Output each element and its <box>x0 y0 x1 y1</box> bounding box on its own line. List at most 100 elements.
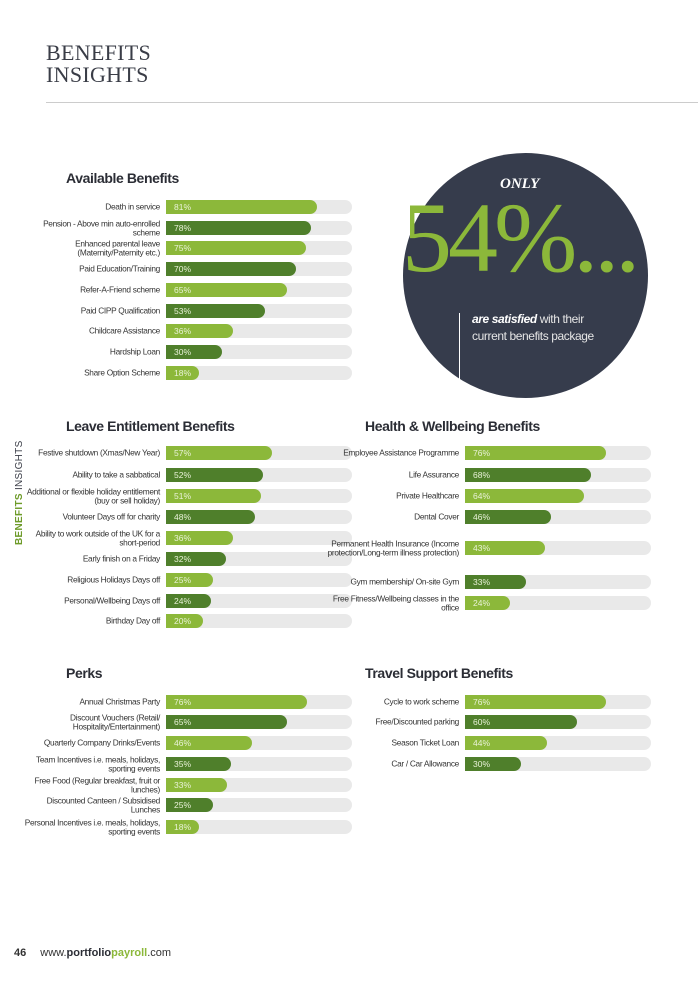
bar: 57% <box>166 446 273 460</box>
title-line-1: BENEFITS <box>46 40 152 65</box>
bar-track: 43% <box>465 541 651 555</box>
bar: 46% <box>465 510 551 524</box>
bar-label: Free Food (Regular breakfast, fruit or l… <box>34 775 160 794</box>
bar: 76% <box>166 695 308 709</box>
bar-label: Private Healthcare <box>396 490 459 501</box>
bar-value-label: 20% <box>174 616 192 626</box>
bar-label: Car / Car Allowance <box>391 758 459 769</box>
bar-label: Religious Holidays Days off <box>67 574 160 585</box>
bar-track: 75% <box>166 241 352 255</box>
page-title: BENEFITS INSIGHTS <box>46 42 151 86</box>
bar-value-label: 25% <box>174 800 192 810</box>
bar-track: 57% <box>166 446 352 460</box>
bar-value-label: 33% <box>473 577 491 587</box>
bar-value-label: 64% <box>473 491 491 501</box>
chart-title: Leave Entitlement Benefits <box>66 418 235 434</box>
bar-track: 52% <box>166 468 352 482</box>
bar-value-label: 36% <box>174 533 192 543</box>
bar-label: Gym membership/ On-site Gym <box>350 576 459 587</box>
bar-value-label: 48% <box>174 512 192 522</box>
bar: 33% <box>166 778 228 792</box>
bar: 75% <box>166 241 306 255</box>
bar-track: 76% <box>166 695 352 709</box>
bar-value-label: 76% <box>473 448 491 458</box>
bar-label: Personal Incentives i.e. meals, holidays… <box>24 817 161 836</box>
footer: 46 www.portfoliopayroll.com <box>14 947 171 959</box>
bar-track: 51% <box>166 489 352 503</box>
bar-value-label: 24% <box>174 596 192 606</box>
callout-only: ONLY <box>500 176 540 192</box>
callout-bold: are satisfied <box>472 312 537 326</box>
bar: 24% <box>166 594 211 608</box>
bar-track: 46% <box>465 510 651 524</box>
bar-label: Quarterly Company Drinks/Events <box>43 737 160 748</box>
bar-label: Paid CIPP Qualification <box>80 305 161 316</box>
bar-label: Season Ticket Loan <box>391 737 460 748</box>
bar-track: 64% <box>465 489 651 503</box>
callout-rest: with their current benefits package <box>472 312 594 343</box>
chart-title: Perks <box>66 665 103 681</box>
page-number: 46 <box>14 947 27 959</box>
bar-track: 68% <box>465 468 651 482</box>
bar-value-label: 24% <box>473 598 491 608</box>
bar-track: 24% <box>166 594 352 608</box>
bar: 35% <box>166 757 232 771</box>
bar-label: Festive shutdown (Xmas/New Year) <box>38 447 160 458</box>
bar-label: Discount Vouchers (Retail/ Hospitality/E… <box>70 712 160 731</box>
bar-track: 25% <box>166 573 352 587</box>
bar-track: 30% <box>166 345 352 359</box>
bar-label: Hardship Loan <box>109 346 160 357</box>
bar-label: Team Incentives i.e. meals, holidays, sp… <box>35 754 160 773</box>
bar: 51% <box>166 489 261 503</box>
bar: 48% <box>166 510 256 524</box>
bar-label: Free Fitness/Wellbeing classes in the of… <box>332 593 459 612</box>
bar-track: 33% <box>465 575 651 589</box>
bar-value-label: 57% <box>174 448 192 458</box>
bar-track: 76% <box>465 446 651 460</box>
bar-track: 53% <box>166 304 352 318</box>
callout-divider <box>459 313 460 381</box>
bar-value-label: 35% <box>174 759 192 769</box>
bar-value-label: 25% <box>174 575 192 585</box>
bar-track: 70% <box>166 262 352 276</box>
url-payroll: payroll <box>111 947 148 959</box>
bar-track: 76% <box>465 695 651 709</box>
bar-value-label: 65% <box>174 285 192 295</box>
url-portfolio: portfolio <box>66 947 112 959</box>
bar-value-label: 32% <box>174 554 192 564</box>
header-divider <box>46 102 698 103</box>
bar-track: 20% <box>166 614 352 628</box>
bar-value-label: 46% <box>174 738 192 748</box>
chart-title: Travel Support Benefits <box>365 665 513 681</box>
bar: 76% <box>465 695 607 709</box>
bar-value-label: 46% <box>473 512 491 522</box>
bar-value-label: 30% <box>174 347 192 357</box>
bar-label: Ability to work outside of the UK for a … <box>35 528 161 547</box>
bar-track: 33% <box>166 778 352 792</box>
bar-label: Annual Christmas Party <box>79 696 160 707</box>
bar-label: Dental Cover <box>414 511 459 522</box>
bar-value-label: 76% <box>174 697 192 707</box>
bar-label: Pension - Above min auto-enrolled scheme <box>43 218 160 237</box>
bar-track: 65% <box>166 283 352 297</box>
bar-track: 78% <box>166 221 352 235</box>
bar-value-label: 75% <box>174 243 192 253</box>
bar-value-label: 65% <box>174 717 192 727</box>
bar-track: 48% <box>166 510 352 524</box>
bar: 64% <box>465 489 585 503</box>
bar-label: Employee Assistance Programme <box>343 447 459 458</box>
bar: 60% <box>465 715 577 729</box>
bar-label: Personal/Wellbeing Days off <box>64 595 160 606</box>
bar: 53% <box>166 304 265 318</box>
bar: 81% <box>166 200 317 214</box>
bar-label: Birthday Day off <box>105 615 160 626</box>
bar: 18% <box>166 366 200 380</box>
bar: 68% <box>465 468 592 482</box>
bar: 25% <box>166 798 213 812</box>
bar: 36% <box>166 324 233 338</box>
bar-track: 24% <box>465 596 651 610</box>
bar-track: 46% <box>166 736 352 750</box>
url-suffix: .com <box>147 947 172 959</box>
bar-value-label: 36% <box>174 326 192 336</box>
